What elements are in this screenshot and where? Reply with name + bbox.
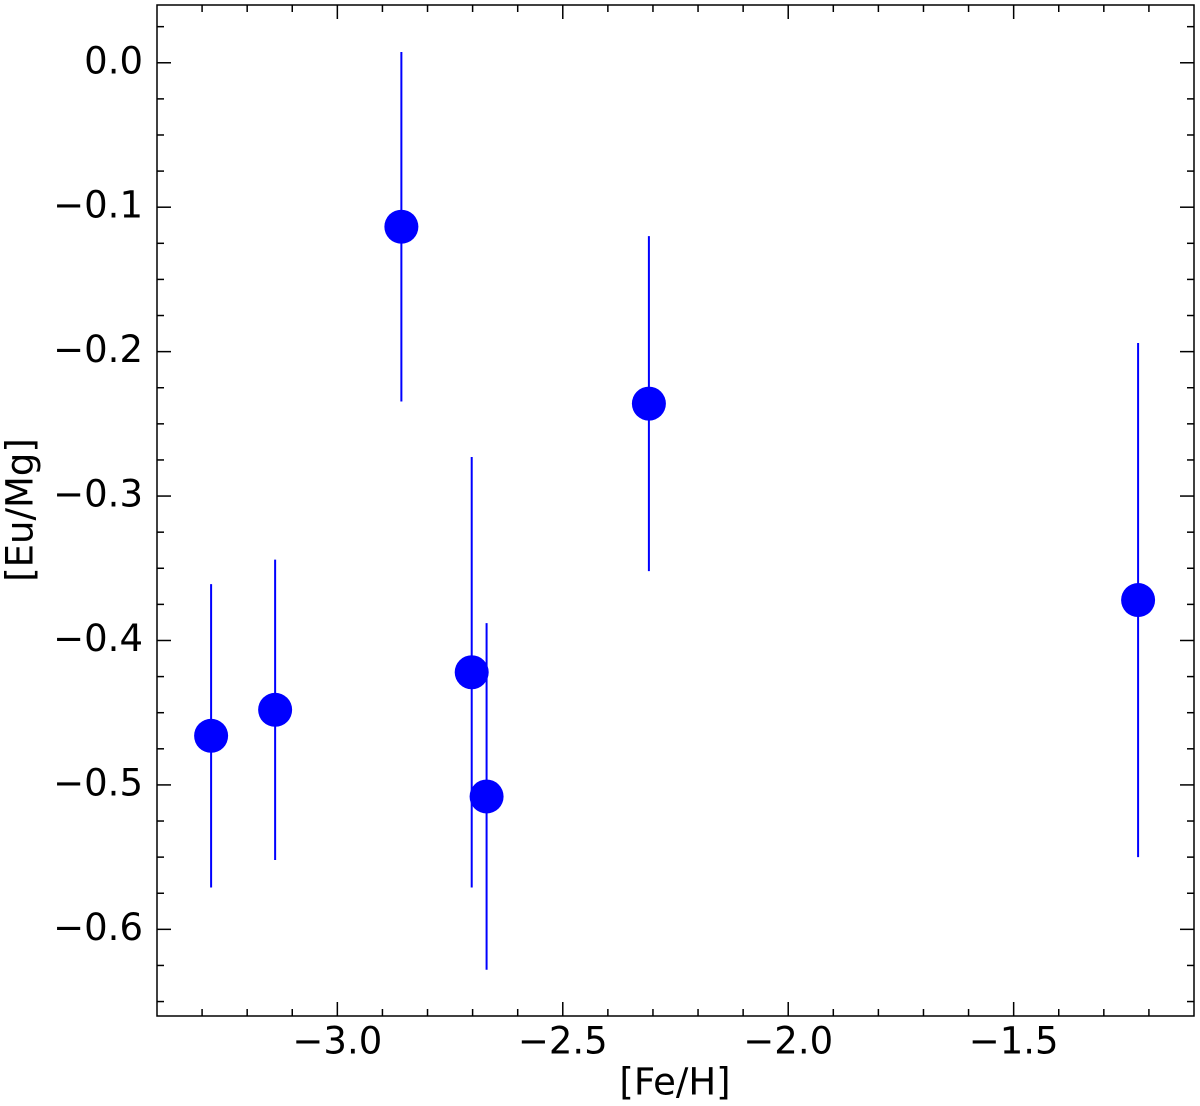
point: [384, 209, 419, 244]
point: [258, 692, 293, 727]
point: [1121, 583, 1156, 618]
y-tick-label: −0.2: [53, 328, 143, 371]
x-tick-label: −3.0: [292, 1020, 382, 1063]
y-tick-label: −0.6: [53, 906, 143, 949]
point: [194, 718, 229, 753]
y-axis-label: [Eu/Mg]: [0, 438, 42, 582]
y-tick-label: −0.3: [53, 473, 143, 516]
x-tick-label: −2.0: [743, 1020, 833, 1063]
y-tick-label: −0.4: [53, 617, 143, 660]
point: [454, 655, 489, 690]
y-tick-label: 0.0: [84, 39, 143, 82]
point: [631, 386, 666, 421]
point: [469, 779, 504, 814]
y-tick-label: −0.1: [53, 184, 143, 227]
x-tick-label: −2.5: [518, 1020, 608, 1063]
y-tick-label: −0.5: [53, 761, 143, 804]
plot-frame: [156, 4, 1195, 1017]
x-axis-label: [Fe/H]: [619, 1061, 730, 1104]
x-tick-label: −1.5: [969, 1020, 1059, 1063]
